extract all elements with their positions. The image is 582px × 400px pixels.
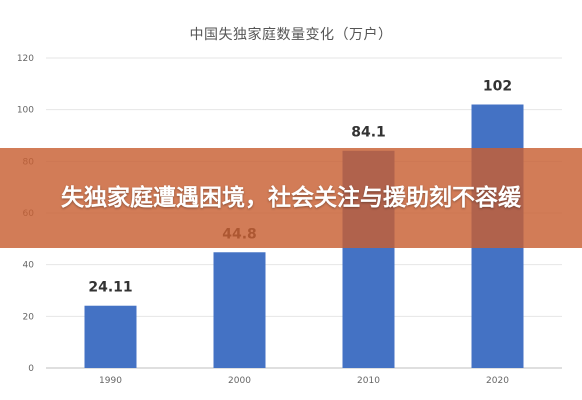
x-tick-label: 2000 — [228, 376, 251, 386]
data-label: 84.1 — [351, 125, 386, 141]
y-tick-label: 120 — [17, 54, 34, 64]
y-tick-label: 40 — [23, 261, 35, 271]
y-tick-label: 0 — [28, 364, 34, 374]
bar — [84, 305, 137, 368]
data-label: 24.11 — [88, 280, 132, 296]
headline-banner: 失独家庭遭遇困境，社会关注与援助刻不容缓 — [0, 148, 582, 248]
y-tick-label: 20 — [23, 312, 35, 322]
x-tick-label: 2020 — [486, 376, 509, 386]
chart-title: 中国失独家庭数量变化（万户） — [189, 27, 393, 43]
headline-text: 失独家庭遭遇困境，社会关注与援助刻不容缓 — [61, 185, 521, 211]
y-tick-label: 100 — [17, 106, 34, 116]
x-tick-label: 2010 — [357, 376, 380, 386]
x-tick-label: 1990 — [99, 376, 122, 386]
bar — [213, 252, 266, 368]
data-label: 102 — [483, 79, 512, 95]
